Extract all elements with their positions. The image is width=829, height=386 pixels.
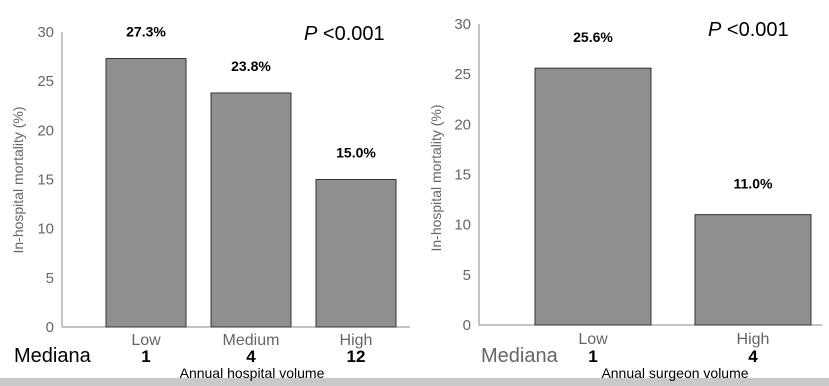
data-label: 25.6% [573, 29, 613, 45]
bar-high [694, 214, 812, 326]
bar-low [105, 58, 187, 328]
x-tick-label: Low [578, 331, 608, 348]
y-tick-label: 15 [37, 172, 54, 189]
y-tick-label: 0 [46, 319, 54, 336]
y-tick-labels-hospital: 0 5 10 15 20 25 30 [37, 24, 54, 336]
median-label-hospital: Mediana [14, 345, 92, 367]
y-tick-label: 25 [37, 73, 54, 90]
data-label: 23.8% [231, 58, 271, 74]
median-value: 4 [246, 347, 256, 366]
y-tick-label: 5 [463, 267, 471, 284]
y-tick-label: 10 [37, 221, 54, 238]
bar-low [534, 67, 652, 326]
p-value-hospital: P <0.001 [304, 23, 385, 45]
data-label: 15.0% [336, 145, 376, 161]
median-label-surgeon: Mediana [481, 345, 559, 367]
data-label: 11.0% [734, 176, 773, 192]
bottom-edge-strip [0, 378, 829, 386]
y-tick-label: 30 [37, 24, 54, 41]
p-text-hospital: <0.001 [323, 23, 385, 45]
chart-surgeon-volume: 0 5 10 15 20 25 30 In-hospital mortality (%) 2… [428, 16, 822, 381]
p-value-surgeon: P <0.001 [708, 19, 789, 41]
y-tick-label: 0 [463, 317, 471, 334]
y-tick-label: 30 [454, 16, 471, 33]
chart-hospital-volume: 0 5 10 15 20 25 30 In-hospital mortality (%) 2… [10, 23, 410, 381]
median-value: 1 [141, 347, 150, 366]
category-labels-hospital: Low Medium High [131, 332, 372, 349]
x-axis-label-surgeon: Annual surgeon volume [601, 365, 748, 381]
y-tick-label: 20 [37, 122, 54, 139]
y-tick-label: 20 [454, 116, 471, 133]
x-axis-label-hospital: Annual hospital volume [180, 365, 325, 381]
y-axis-label-surgeon: In-hospital mortality (%) [428, 104, 444, 251]
p-text-surgeon: <0.001 [727, 19, 789, 41]
x-tick-label: High [737, 331, 770, 348]
y-tick-label: 5 [46, 270, 54, 287]
category-labels-surgeon: Low High [578, 331, 769, 348]
x-tick-label: Medium [223, 332, 280, 349]
bar-medium [210, 92, 292, 328]
x-tick-label: Low [131, 332, 161, 349]
data-labels-surgeon: 25.6% 11.0% [573, 29, 773, 191]
bar-high [315, 179, 397, 328]
median-value: 12 [347, 347, 366, 366]
x-tick-label: High [340, 332, 373, 349]
median-value: 4 [748, 347, 758, 366]
y-tick-labels-surgeon: 0 5 10 15 20 25 30 [454, 16, 471, 334]
y-tick-label: 15 [454, 167, 471, 184]
p-symbol-hospital: P [304, 23, 318, 45]
median-value: 1 [588, 347, 597, 366]
y-tick-label: 25 [454, 66, 471, 83]
y-axis-label-hospital: In-hospital mortality (%) [10, 106, 26, 253]
median-values-hospital: 1 4 12 [141, 347, 365, 366]
bars-hospital [105, 58, 397, 328]
data-labels-hospital: 27.3% 23.8% 15.0% [126, 24, 376, 161]
y-tick-label: 10 [454, 217, 471, 234]
bars-surgeon [534, 67, 812, 326]
data-label: 27.3% [126, 24, 166, 40]
p-symbol-surgeon: P [708, 19, 722, 41]
